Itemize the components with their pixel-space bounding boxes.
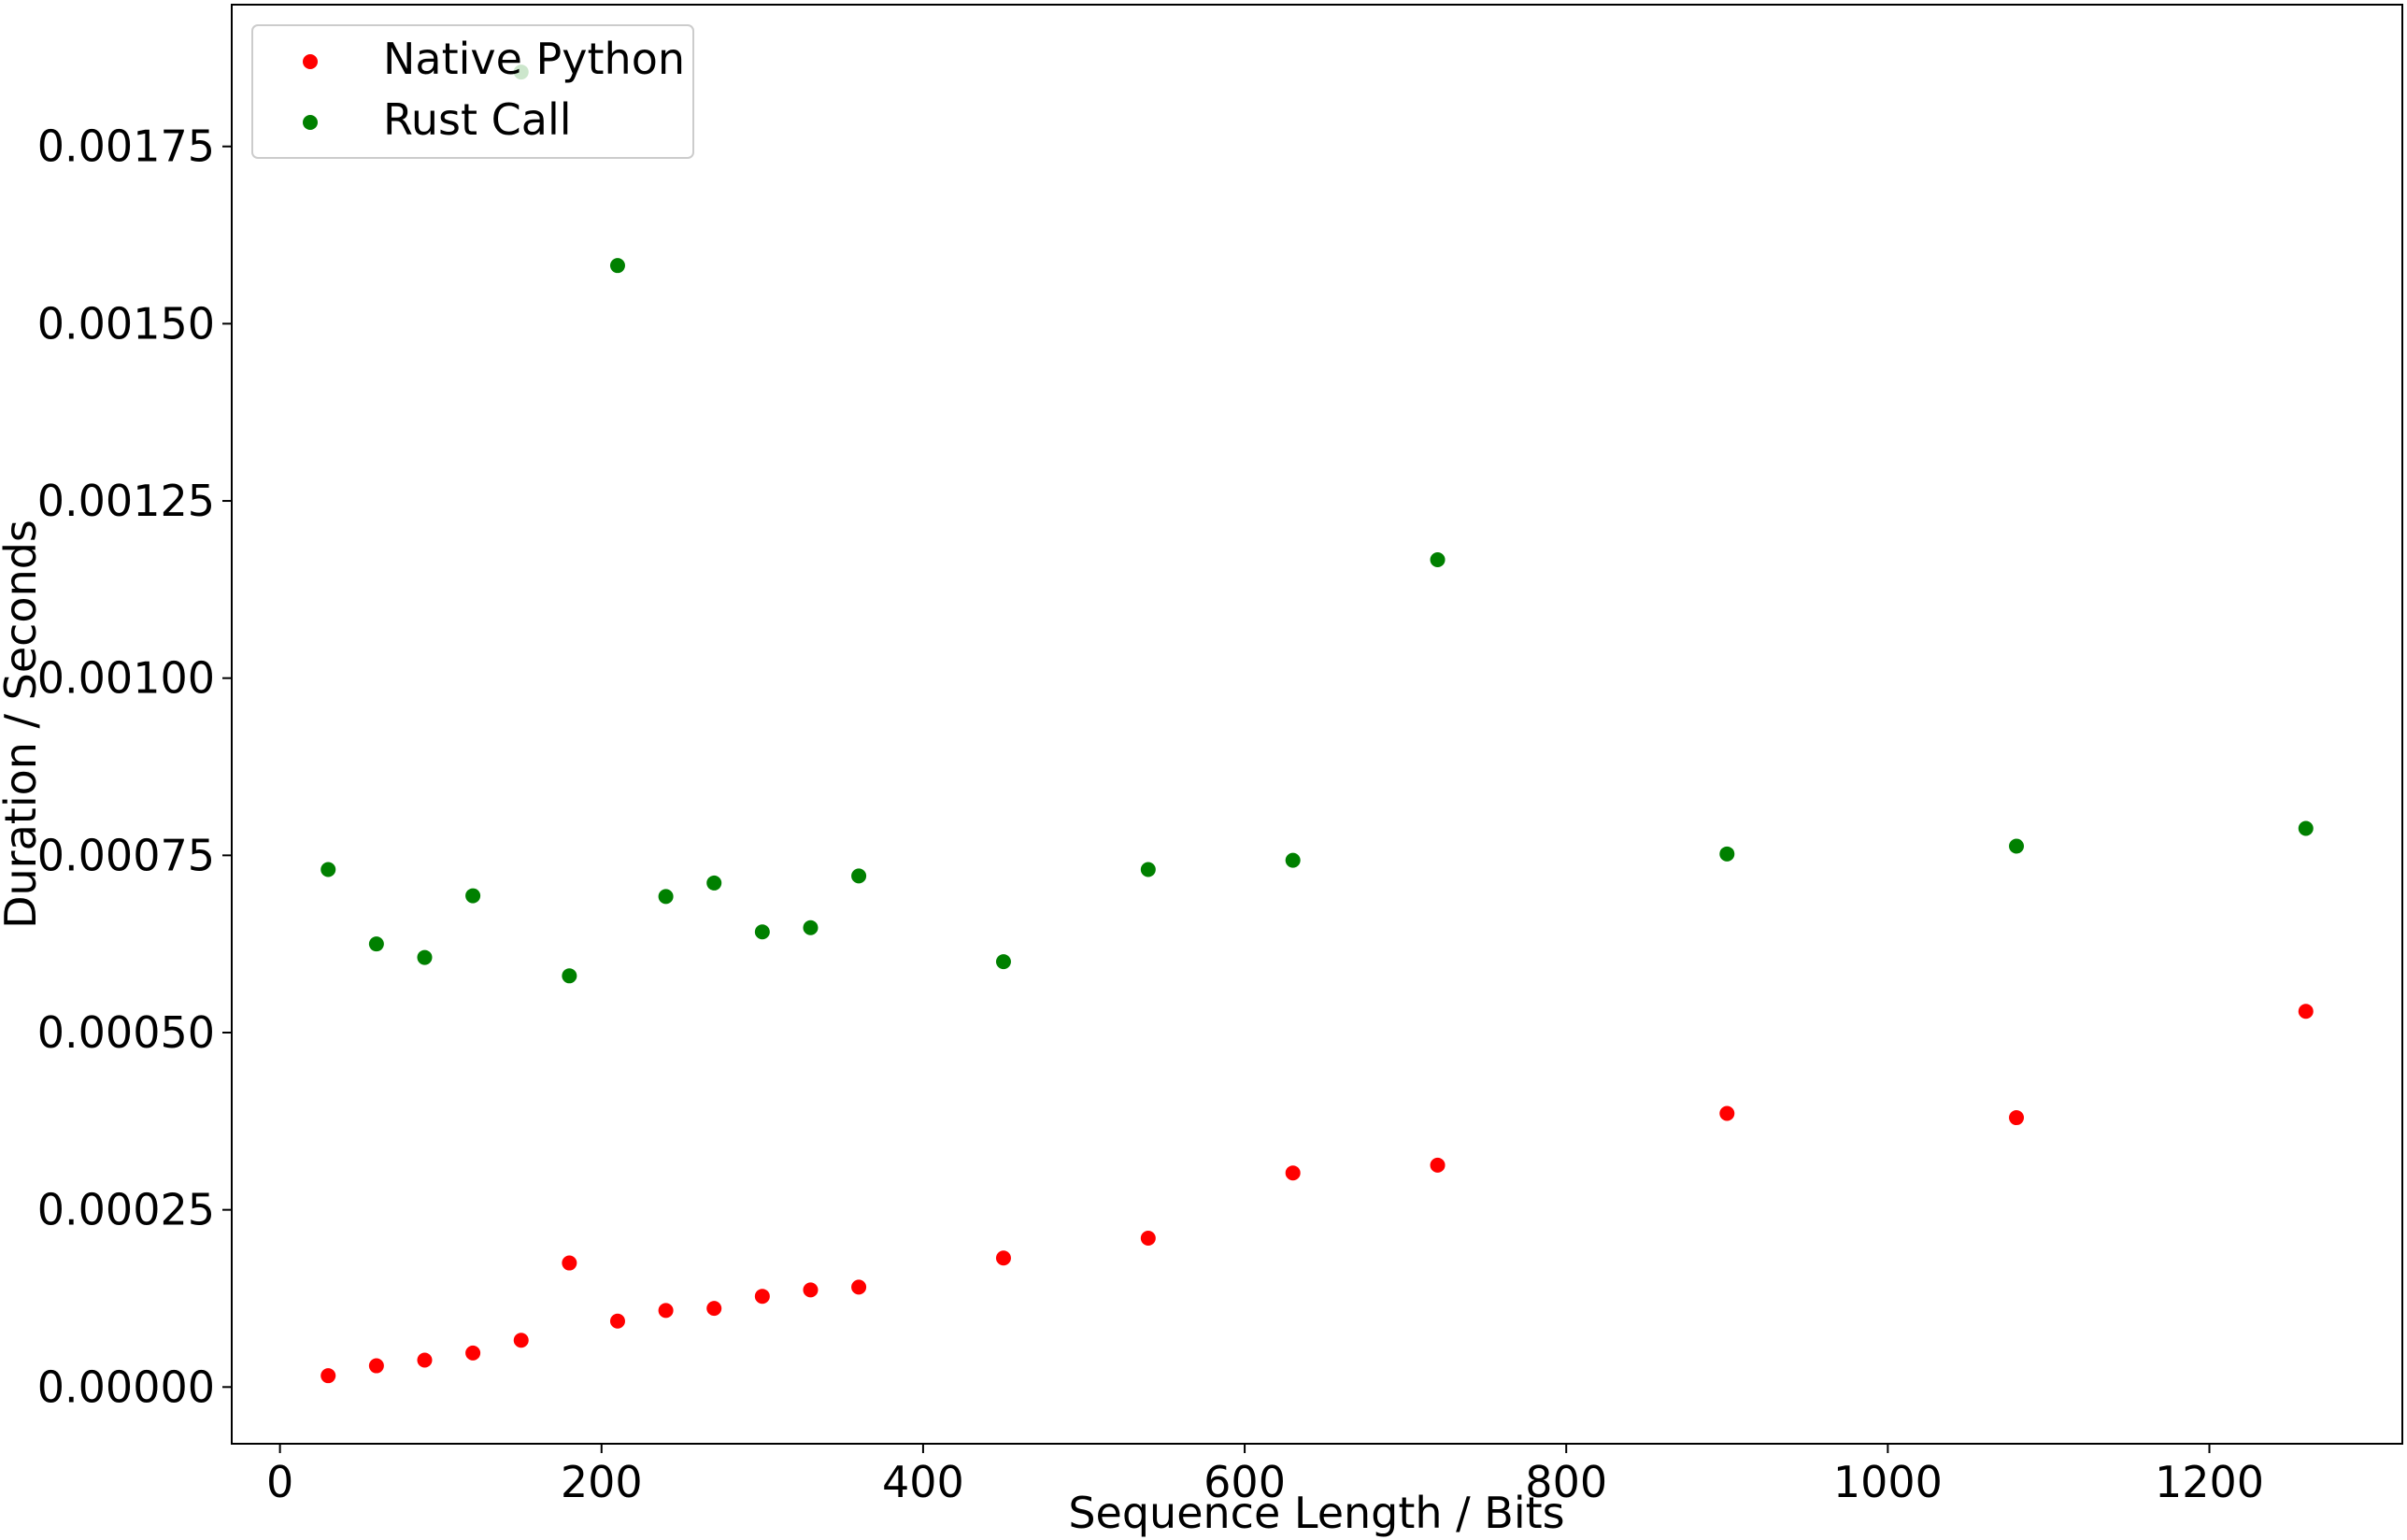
y-tick-label-1: 0.00025 [37,1185,215,1235]
y-tick-label-3: 0.00075 [37,830,215,880]
x-axis-label: Sequence Length / Bits [1068,1488,1564,1538]
point-native-python-1 [368,1358,384,1374]
x-tick-label-6: 1200 [2155,1457,2264,1507]
y-tick-label-5: 0.00125 [37,476,215,526]
point-native-python-6 [609,1313,625,1329]
point-native-python-9 [754,1289,770,1305]
point-rust-call-18 [2298,820,2314,836]
point-native-python-17 [2009,1110,2025,1126]
point-rust-call-14 [1285,852,1301,868]
x-tick-label-4: 800 [1525,1457,1607,1507]
point-rust-call-8 [706,875,722,891]
y-tick-label-2: 0.00050 [37,1007,215,1058]
y-tick-label-6: 0.00150 [37,298,215,349]
point-rust-call-12 [995,954,1011,970]
point-native-python-18 [2298,1004,2314,1020]
point-native-python-8 [706,1301,722,1317]
legend-box [251,24,694,159]
point-native-python-14 [1285,1165,1301,1181]
point-native-python-7 [658,1303,674,1319]
point-rust-call-2 [417,949,433,965]
y-tick-label-4: 0.00100 [37,653,215,704]
legend-label-rust-call: Rust Call [383,94,572,145]
y-tick-label-0: 0.00000 [37,1362,215,1412]
point-rust-call-17 [2009,838,2025,854]
x-tick-label-3: 600 [1204,1457,1286,1507]
point-native-python-13 [1140,1231,1156,1246]
y-axis-label: Duration / Seconds [0,520,46,929]
plot-frame [231,4,2403,1445]
point-native-python-12 [995,1250,1011,1266]
point-native-python-5 [562,1255,577,1271]
point-rust-call-1 [368,936,384,952]
x-axis: 0 200 400 600 800 1000 1200 [266,1444,2264,1507]
x-tick-label-2: 400 [882,1457,964,1507]
point-rust-call-3 [465,888,481,904]
point-rust-call-10 [803,920,819,935]
legend-marker-native-python [303,54,318,69]
point-native-python-11 [851,1279,867,1295]
legend-label-native-python: Native Python [383,34,685,84]
legend-marker-rust-call [303,115,318,130]
point-native-python-3 [465,1345,481,1361]
point-rust-call-7 [658,889,674,905]
y-axis: 0.00000 0.00025 0.00050 0.00075 0.00100 0.001… [37,121,232,1412]
point-native-python-0 [320,1368,336,1384]
x-tick-label-0: 0 [266,1457,293,1507]
y-tick-label-7: 0.00175 [37,121,215,172]
point-rust-call-13 [1140,862,1156,877]
point-native-python-2 [417,1352,433,1368]
x-tick-label-1: 200 [561,1457,643,1507]
point-rust-call-6 [609,258,625,274]
point-rust-call-9 [754,924,770,940]
point-rust-call-11 [851,868,867,884]
point-native-python-10 [803,1282,819,1298]
x-tick-label-5: 1000 [1833,1457,1943,1507]
point-native-python-16 [1719,1105,1735,1121]
point-rust-call-5 [562,968,577,984]
point-rust-call-16 [1719,846,1735,862]
legend: Native Python Rust Call [251,24,694,159]
point-rust-call-0 [320,862,336,877]
point-native-python-15 [1430,1157,1446,1173]
point-native-python-4 [513,1333,529,1348]
point-rust-call-15 [1430,552,1446,567]
